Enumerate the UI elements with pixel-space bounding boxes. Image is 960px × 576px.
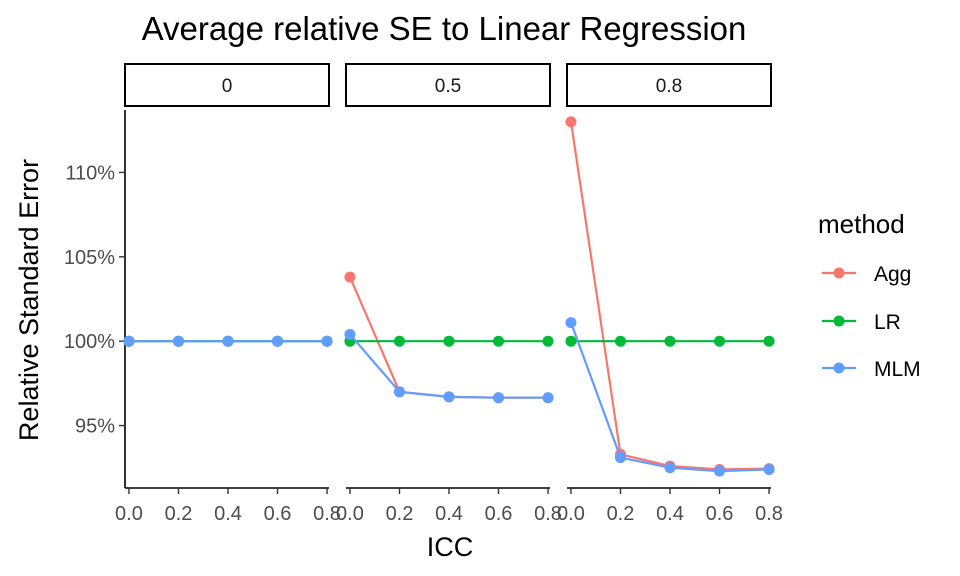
x-tick-label: 0.8: [313, 503, 341, 525]
legend-key-point: [833, 315, 845, 327]
x-tick-label: 0.6: [264, 503, 292, 525]
data-point-mlm: [443, 391, 455, 403]
data-point-lr: [493, 335, 505, 347]
series-line-agg: [569, 121, 770, 471]
data-point-lr: [393, 335, 405, 347]
facet-strip-label: 0.8: [656, 76, 682, 97]
x-tick-label: 0.2: [386, 503, 414, 525]
data-point-mlm: [123, 335, 135, 347]
data-point-mlm: [321, 335, 333, 347]
y-tick-label: 95%: [75, 416, 115, 438]
legend-label: LR: [874, 311, 901, 334]
facet-strip: [566, 63, 772, 107]
data-point-mlm: [344, 328, 356, 340]
data-point-lr: [763, 335, 775, 347]
data-point-lr: [614, 335, 626, 347]
x-tick-label: 0.0: [557, 503, 585, 525]
x-tick-label: 0.4: [435, 503, 463, 525]
legend-key-point: [833, 362, 845, 374]
facet-strip: [124, 63, 330, 107]
legend-item: MLM: [822, 358, 921, 381]
chart-title: Average relative SE to Linear Regression: [142, 10, 747, 47]
facet-strip-label: 0.5: [435, 76, 461, 97]
legend: method Agg LR MLM: [818, 209, 921, 381]
legend-title: method: [818, 209, 905, 239]
y-axis-label: Relative Standard Error: [14, 159, 44, 441]
x-tick-label: 0.4: [214, 503, 242, 525]
x-tick-label: 0.0: [336, 503, 364, 525]
x-tick-label: 0.6: [706, 503, 734, 525]
legend-item: LR: [822, 311, 901, 334]
data-point-lr: [542, 335, 554, 347]
data-point-mlm: [664, 462, 676, 474]
data-point-mlm: [714, 465, 726, 477]
facet-panel: 0.8 0.0 0.2 0.4 0.6 0.8: [557, 63, 783, 525]
x-tick-label: 0.8: [755, 503, 783, 525]
data-point-agg: [565, 116, 577, 128]
data-point-mlm: [393, 386, 405, 398]
data-point-mlm: [614, 452, 626, 464]
data-point-mlm: [493, 392, 505, 404]
data-point-lr: [664, 335, 676, 347]
y-tick-label: 110%: [65, 162, 115, 184]
x-tick-label: 0.2: [165, 503, 193, 525]
data-point-lr: [443, 335, 455, 347]
x-tick-label: 0.8: [534, 503, 562, 525]
y-tick-label: 105%: [64, 247, 115, 269]
y-axis: 95% 100% 105% 110%: [64, 110, 126, 488]
facet-panel: 0 0.0 0.2 0.4 0.6 0.8: [115, 63, 341, 525]
data-point-agg: [344, 271, 356, 283]
data-point-mlm: [272, 335, 284, 347]
x-tick-label: 0.0: [115, 503, 143, 525]
facet-panels: 00.0 0.2 0.4 0.6 0.80.50.0 0.2 0.4 0.6 0.80.80.0…: [115, 63, 783, 525]
legend-item: Agg: [822, 263, 911, 286]
data-point-mlm: [565, 317, 577, 329]
facet-strip: [345, 63, 551, 107]
data-point-lr: [714, 335, 726, 347]
data-point-mlm: [542, 392, 554, 404]
x-tick-label: 0.4: [656, 503, 684, 525]
legend-label: Agg: [874, 263, 911, 286]
legend-label: MLM: [874, 358, 921, 381]
data-point-mlm: [763, 463, 775, 475]
data-point-mlm: [172, 335, 184, 347]
facet-panel: 0.5 0.0 0.2 0.4 0.6 0.8: [336, 63, 562, 525]
data-point-mlm: [222, 335, 234, 347]
legend-key-point: [833, 267, 845, 279]
y-tick-label: 100%: [64, 331, 115, 353]
facet-strip-label: 0: [222, 76, 233, 97]
x-axis-label: ICC: [427, 532, 474, 562]
x-tick-label: 0.2: [607, 503, 635, 525]
data-point-lr: [565, 335, 577, 347]
x-tick-label: 0.6: [485, 503, 513, 525]
